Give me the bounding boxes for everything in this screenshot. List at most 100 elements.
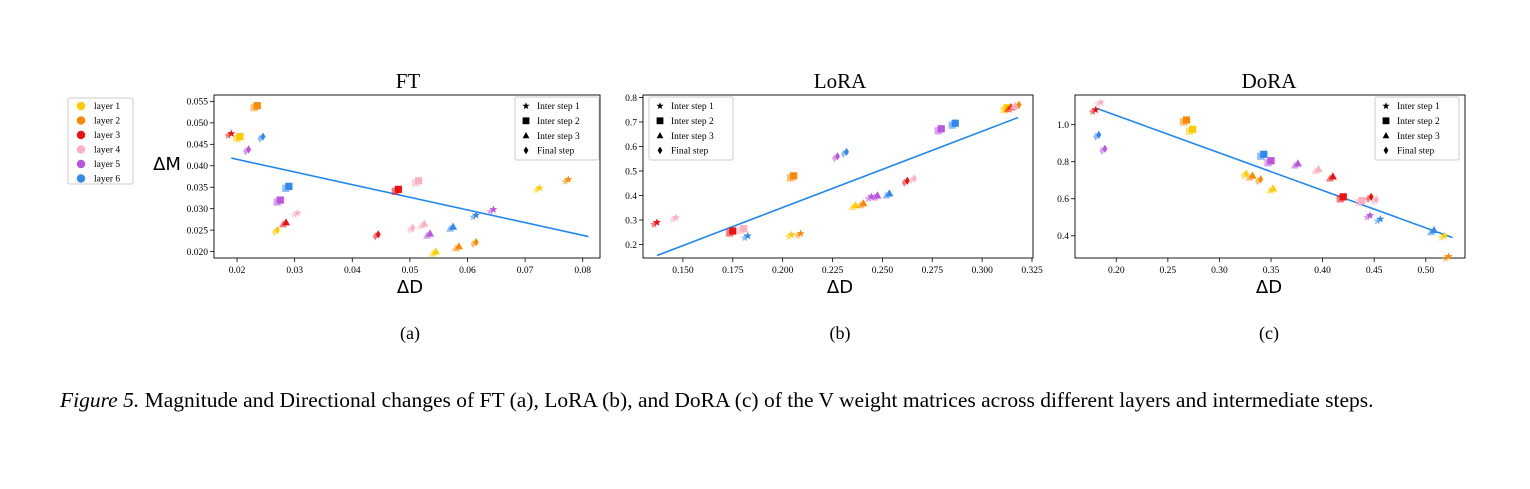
x-tick-label: 0.300 — [971, 266, 993, 276]
step-legend-marker — [523, 146, 529, 155]
layer-legend-marker — [76, 101, 86, 111]
data-point — [449, 222, 458, 230]
y-tick-label: 0.020 — [187, 248, 209, 258]
y-tick-label: 0.6 — [625, 143, 637, 153]
data-point-trail — [901, 178, 907, 187]
data-point — [410, 223, 416, 233]
x-tick-label: 0.40 — [1314, 266, 1331, 276]
layer-legend-label: layer 2 — [94, 117, 120, 127]
step-legend-marker — [656, 132, 664, 139]
data-point-trail — [561, 177, 570, 185]
layer-legend-marker — [76, 145, 86, 154]
dora-xlabel: ΔD — [1256, 277, 1282, 298]
data-point — [653, 218, 661, 226]
step-legend-label: Final step — [1397, 147, 1434, 157]
x-tick-label: 0.50 — [1417, 266, 1434, 276]
layer-legend-marker — [76, 174, 86, 183]
regression-line — [231, 157, 589, 238]
data-point-trail — [1255, 177, 1261, 186]
data-point — [1258, 175, 1264, 184]
data-point-trail — [486, 207, 495, 215]
data-point-trail — [470, 240, 476, 249]
step-legend-marker — [522, 132, 530, 139]
data-point — [414, 177, 423, 185]
y-tick-label: 0.5 — [625, 167, 637, 177]
layer-legend-label: layer 5 — [94, 160, 120, 170]
x-tick-label: 0.03 — [286, 266, 303, 276]
subcaption-c: (c) — [1259, 323, 1279, 344]
data-point — [1373, 195, 1379, 204]
data-point — [454, 242, 463, 250]
subcaption-a: (a) — [400, 323, 420, 344]
step-legend-marker — [522, 102, 530, 110]
step-legend-box — [1374, 96, 1460, 161]
layer-legend-marker — [76, 159, 86, 169]
layer-legend: layer 1 layer 2 layer 3 layer 4 layer 5 layer… — [67, 97, 134, 185]
data-point — [1430, 226, 1438, 234]
y-tick-label: 0.3 — [625, 216, 637, 226]
layer-legend-label: layer 1 — [94, 102, 120, 112]
x-tick-label: 0.150 — [672, 266, 694, 276]
step-legend-label: Final step — [537, 147, 574, 157]
data-point — [1444, 252, 1453, 260]
data-point-trail — [793, 231, 802, 239]
caption-label: Figure 5. — [60, 388, 140, 412]
data-point — [904, 176, 910, 185]
data-point-trail — [841, 149, 846, 158]
data-point — [1096, 130, 1102, 139]
step-legend-label: Inter step 2 — [1397, 117, 1440, 127]
data-point — [835, 152, 840, 161]
data-point — [431, 247, 440, 255]
y-tick-label: 0.030 — [187, 205, 209, 215]
data-point — [260, 132, 266, 141]
y-tick-label: 1.0 — [1057, 121, 1069, 131]
data-point — [1182, 116, 1191, 124]
data-point — [885, 189, 894, 197]
y-tick-label: 0.2 — [625, 241, 637, 251]
data-point — [1248, 171, 1257, 179]
x-tick-label: 0.200 — [772, 266, 794, 276]
data-point-trail — [740, 233, 749, 242]
data-point — [1376, 214, 1385, 223]
data-point-trail — [224, 131, 233, 139]
data-point — [394, 185, 402, 193]
step-legend-box — [648, 96, 734, 161]
data-point-trail — [832, 154, 837, 163]
y-tick-label: 0.050 — [187, 119, 209, 129]
data-point — [253, 102, 261, 110]
data-point — [1102, 144, 1108, 153]
data-point-trail — [864, 194, 873, 203]
data-point — [796, 229, 805, 237]
data-point — [1189, 125, 1197, 133]
ft-xlabel: ΔD — [397, 277, 423, 298]
data-point — [1269, 184, 1278, 192]
data-point — [472, 210, 481, 219]
data-point — [844, 147, 849, 156]
data-point-trail — [1093, 132, 1099, 141]
x-tick-label: 0.250 — [872, 266, 894, 276]
data-point-trail — [668, 215, 677, 223]
data-point — [535, 183, 544, 192]
step-legend-label: Inter step 3 — [1397, 132, 1440, 142]
data-point — [1314, 164, 1323, 173]
data-point — [426, 229, 434, 237]
data-point — [740, 224, 748, 233]
x-tick-label: 0.06 — [459, 266, 476, 276]
y-tick-label: 0.035 — [187, 184, 209, 194]
y-tick-label: 0.025 — [187, 226, 209, 236]
y-tick-label: 0.4 — [1057, 232, 1069, 242]
x-tick-label: 0.07 — [517, 266, 534, 276]
data-point — [1267, 157, 1275, 165]
x-tick-label: 0.225 — [822, 266, 844, 276]
data-point — [867, 192, 876, 201]
step-legend-label: Inter step 2 — [537, 117, 580, 127]
y-tick-label: 0.055 — [187, 98, 209, 108]
data-point — [489, 205, 498, 213]
data-point-trail — [1437, 233, 1446, 242]
y-tick-label: 0.7 — [625, 118, 637, 128]
layer-legend-marker — [76, 116, 86, 125]
data-point — [951, 119, 959, 127]
step-legend-label: Inter step 3 — [671, 132, 714, 142]
data-point — [1243, 169, 1249, 178]
axes-frame — [642, 94, 1034, 259]
